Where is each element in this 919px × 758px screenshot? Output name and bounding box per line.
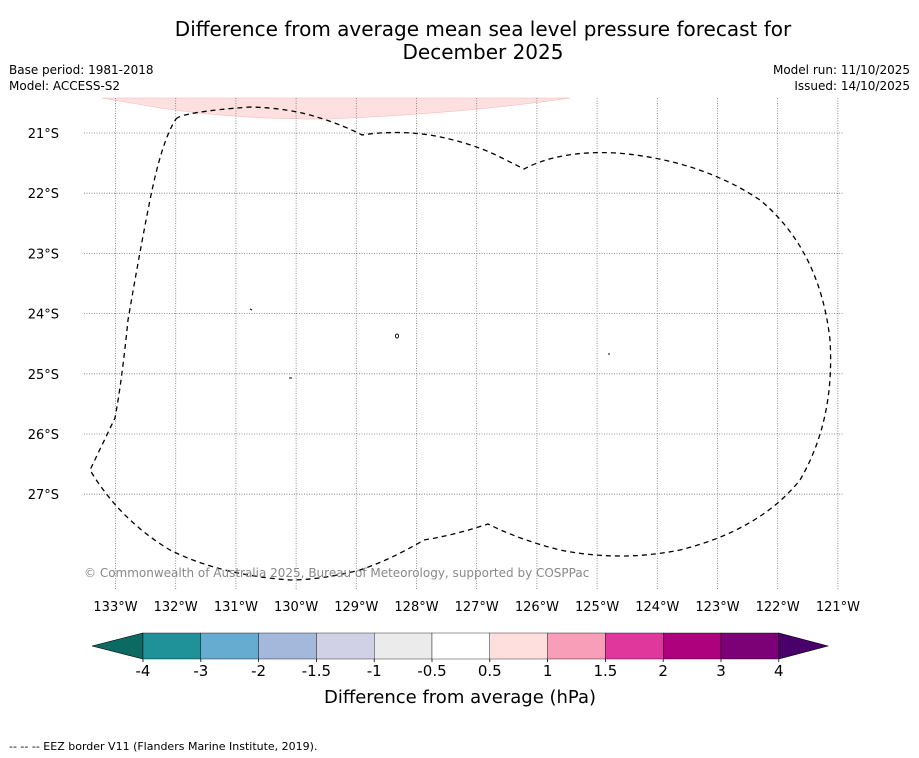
- lon-tick-label: 125°W: [575, 600, 619, 615]
- colorbar-tick-label: 1: [543, 662, 553, 680]
- colorbar-segment: [316, 632, 375, 660]
- colorbar-segment: [258, 632, 317, 660]
- gridlines: [84, 98, 843, 590]
- lon-tick-label: 130°W: [274, 600, 318, 615]
- map-area: 21°S22°S23°S24°S25°S26°S27°S 133°W 132°W 1…: [28, 97, 860, 615]
- colorbar-tick-label: 2: [658, 662, 668, 680]
- colorbar-tick-label: -3: [193, 662, 208, 680]
- colorbar-segment: [489, 632, 548, 660]
- colorbar-tick-label: -1.5: [302, 662, 331, 680]
- title-line-2: December 2025: [402, 40, 564, 64]
- colorbar-title: Difference from average (hPa): [324, 687, 596, 708]
- lon-tick-label: 128°W: [394, 600, 438, 615]
- colorbar-tick-label: -1: [367, 662, 382, 680]
- lat-tick-label: 24°S: [28, 308, 59, 323]
- lon-tick-label: 127°W: [455, 600, 499, 615]
- eez-border: [89, 106, 832, 581]
- lon-tick-label: 122°W: [756, 600, 800, 615]
- lat-tick-label: 22°S: [28, 187, 59, 202]
- base-period: Base period: 1981-2018: [9, 63, 154, 77]
- title-line-1: Difference from average mean sea level p…: [174, 17, 792, 41]
- colorbar-tick-label: -2: [251, 662, 266, 680]
- island-mark: [249, 308, 253, 311]
- colorbar-segment: [720, 632, 779, 660]
- lon-tick-label: 131°W: [214, 600, 258, 615]
- colorbar-segment: [431, 632, 490, 660]
- lat-tick-label: 25°S: [28, 368, 59, 383]
- colorbar-tick-labels: -4 -3 -2 -1.5 -1 -0.5 0.5 1 1.5 2 3 4: [136, 659, 784, 680]
- lon-tick-label: 123°W: [695, 600, 739, 615]
- anomaly-region: [101, 97, 571, 120]
- lon-tick-label: 121°W: [816, 600, 860, 615]
- footnote-eez-border: -- -- -- EEZ border V11 (Flanders Marine…: [9, 740, 318, 753]
- colorbar-tick-label: 1.5: [593, 662, 617, 680]
- colorbar-tick-label: 3: [716, 662, 726, 680]
- lon-tick-label: 124°W: [635, 600, 679, 615]
- lat-tick-label: 26°S: [28, 428, 59, 443]
- meta-left: Base period: 1981-2018 Model: ACCESS-S2: [9, 62, 154, 94]
- longitude-labels: 133°W 132°W 131°W 130°W 129°W 128°W 127°W 126°W…: [93, 600, 860, 615]
- lat-tick-label: 27°S: [28, 488, 59, 503]
- lon-tick-label: 126°W: [515, 600, 559, 615]
- lon-tick-label: 129°W: [334, 600, 378, 615]
- model-run: Model run: 11/10/2025: [772, 63, 910, 77]
- colorbar-extend-low: [91, 632, 144, 660]
- latitude-labels: 21°S 22°S 23°S 24°S 25°S 26°S 27°S: [28, 127, 59, 503]
- issued-date: Issued: 14/10/2025: [794, 79, 910, 93]
- chart-title: Difference from average mean sea level p…: [0, 18, 919, 64]
- lat-tick-label: 21°S: [28, 127, 59, 142]
- colorbar-segment: [547, 632, 606, 660]
- island-mark: [394, 333, 400, 339]
- colorbar-tick-label: 4: [774, 662, 784, 680]
- colorbar-tick-label: -0.5: [417, 662, 446, 680]
- model-name: Model: ACCESS-S2: [9, 79, 121, 93]
- lon-tick-label: 132°W: [154, 600, 198, 615]
- colorbar: [91, 632, 830, 660]
- lon-tick-label: 133°W: [93, 600, 137, 615]
- lat-tick-label: 23°S: [28, 247, 59, 262]
- colorbar-segment: [374, 632, 433, 660]
- copyright-notice: © Commonwealth of Australia 2025, Bureau…: [84, 566, 589, 580]
- colorbar-tick-label: -4: [136, 662, 151, 680]
- colorbar-segment: [663, 632, 722, 660]
- colorbar-segment: [605, 632, 664, 660]
- colorbar-segment: [200, 632, 259, 660]
- colorbar-segment: [142, 632, 201, 660]
- colorbar-extend-high: [778, 632, 830, 660]
- colorbar-tick-label: 0.5: [478, 662, 502, 680]
- meta-right: Model run: 11/10/2025 Issued: 14/10/2025: [773, 62, 910, 94]
